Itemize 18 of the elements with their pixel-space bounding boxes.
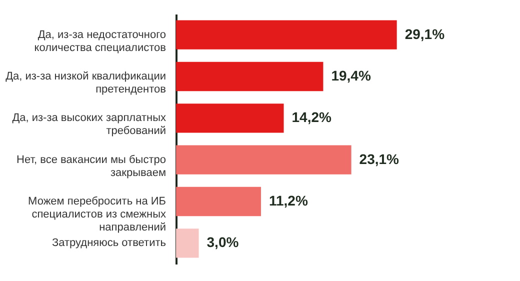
data-label: 29,1% [404,26,446,42]
y-tick-label: Можем перебросить на ИБ специалистов из смежных направлений [28,196,166,234]
y-tick-label: Да, из-за низкой квалификации претендентов [6,70,166,96]
y-tick-label: Да, из-за высоких зарплатных требований [12,112,166,138]
data-label: 11,2% [268,192,308,208]
y-tick-label: Да, из-за недостаточного количества специалистов [34,28,166,54]
bar [176,186,261,216]
bar [176,228,199,258]
bar [176,62,324,92]
data-label: 23,1% [359,150,400,167]
data-label: 19,4% [331,68,372,84]
data-label: 14,2% [292,109,332,126]
data-label: 3,0% [206,234,240,250]
y-tick-label: Нет, все вакансии мы быстро закрываем [16,154,166,179]
bar [176,104,284,133]
bar [176,20,397,50]
y-tick-label: Затрудняюсь ответить [52,237,166,250]
bar [176,145,352,174]
